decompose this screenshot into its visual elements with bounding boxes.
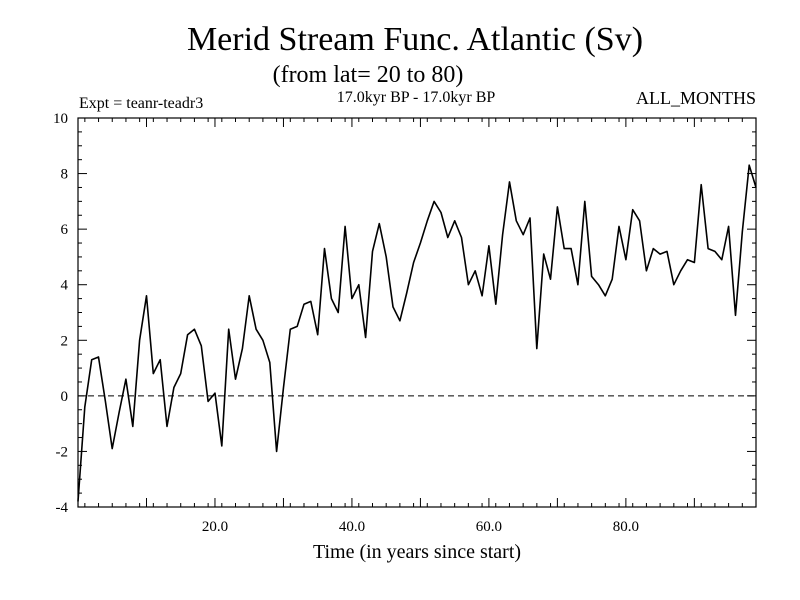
y-tick-label: 10 [53,111,68,127]
y-tick-label: 2 [61,333,69,349]
x-tick-label: 20.0 [202,519,228,535]
period-label: 17.0kyr BP - 17.0kyr BP [337,89,496,106]
y-tick-label: 6 [61,222,69,238]
data-series-line [77,164,757,502]
expt-label: Expt = teanr-teadr3 [79,95,203,112]
axis-ticks [78,117,756,508]
y-tick-label: 8 [61,167,69,183]
y-tick-label: -4 [56,500,69,516]
y-tick-label: 4 [61,278,69,294]
y-tick-label: 0 [61,389,69,405]
axis-tick-labels: 20.0 40.0 60.0 80.0 -4 -2 0 2 4 6 8 10 [53,111,639,535]
x-tick-label: 40.0 [339,519,365,535]
chart-title: Merid Stream Func. Atlantic (Sv) [187,21,643,58]
x-axis-label: Time (in years since start) [313,541,521,563]
x-tick-label: 60.0 [476,519,502,535]
months-label: ALL_MONTHS [636,88,756,108]
chart-subtitle: (from lat= 20 to 80) [273,62,464,88]
plot-frame [77,117,757,508]
y-tick-label: -2 [56,444,69,460]
x-tick-label: 80.0 [613,519,639,535]
